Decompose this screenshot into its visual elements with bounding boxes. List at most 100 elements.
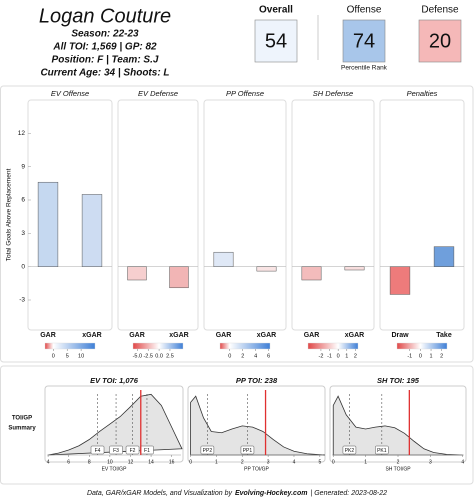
x-tick-label: 3 bbox=[429, 459, 432, 465]
info-line: All TOI: 1,569 | GP: 82 bbox=[52, 42, 157, 53]
rating-value: 20 bbox=[429, 30, 451, 52]
panel-frame bbox=[117, 99, 199, 331]
bar bbox=[81, 194, 103, 267]
panel-frame bbox=[203, 99, 287, 331]
density-curve bbox=[332, 395, 463, 456]
x-tick-label: 4 bbox=[461, 459, 464, 465]
colorbar-tick-label: -5.0 bbox=[133, 353, 142, 359]
panel-title: SH Defense bbox=[313, 89, 353, 98]
footer-site: Evolving-Hockey.com bbox=[235, 490, 308, 497]
x-tick-label: 14 bbox=[148, 459, 154, 465]
reference-label-box bbox=[125, 445, 140, 455]
gar-frame bbox=[0, 85, 474, 363]
colorbar bbox=[132, 342, 184, 350]
panel-title: EV TOI: 1,076 bbox=[90, 376, 139, 385]
x-tick-label: 4 bbox=[47, 459, 50, 465]
category-label: GAR bbox=[129, 332, 145, 339]
panel-title: Penalties bbox=[407, 89, 438, 98]
rating-label: Defense bbox=[421, 5, 459, 16]
x-tick-label: 1 bbox=[215, 459, 218, 465]
info-line: Position: F | Team: S.J bbox=[52, 55, 159, 66]
panel-frame bbox=[44, 385, 184, 463]
info-line: Current Age: 34 | Shoots: L bbox=[40, 68, 169, 79]
colorbar-tick-label: 0.0 bbox=[155, 353, 163, 359]
y-axis-label: Total Goals Above Replacement bbox=[6, 169, 13, 262]
category-label: xGAR bbox=[82, 332, 101, 339]
x-tick-label: 2 bbox=[241, 459, 244, 465]
x-tick-label: 0 bbox=[332, 459, 335, 465]
category-label: xGAR bbox=[169, 332, 188, 339]
panel-frame bbox=[291, 99, 375, 331]
rating-value: 74 bbox=[353, 30, 375, 52]
colorbar-tick-label: 4 bbox=[254, 353, 257, 359]
x-tick-label: 5 bbox=[318, 459, 321, 465]
colorbar-tick-label: 0 bbox=[419, 353, 422, 359]
x-tick-label: 10 bbox=[107, 459, 113, 465]
colorbar-tick-label: 2 bbox=[241, 353, 244, 359]
colorbar-tick-label: -1 bbox=[407, 353, 412, 359]
colorbar-tick-label: 1 bbox=[345, 353, 348, 359]
panel-title: PP TOI: 238 bbox=[236, 376, 278, 385]
density-curve bbox=[48, 393, 183, 456]
reference-label-box bbox=[342, 445, 357, 455]
density-label: Summary bbox=[8, 426, 36, 432]
player-name: Logan Couture bbox=[39, 5, 171, 27]
x-tick-label: 6 bbox=[67, 459, 70, 465]
colorbar-tick-label: 6 bbox=[267, 353, 270, 359]
category-label: GAR bbox=[40, 332, 56, 339]
colorbar-tick-label: 0 bbox=[52, 353, 55, 359]
x-axis-label: EV TOI/GP bbox=[102, 466, 127, 472]
bar bbox=[37, 181, 59, 267]
x-tick-label: 0 bbox=[189, 459, 192, 465]
reference-label-box bbox=[375, 445, 389, 455]
info-line: Season: 22-23 bbox=[71, 29, 139, 40]
x-tick-label: 3 bbox=[267, 459, 270, 465]
x-tick-label: 12 bbox=[128, 459, 134, 465]
panel-title: SH TOI: 195 bbox=[377, 376, 420, 385]
rating-note: Percentile Rank bbox=[341, 65, 388, 72]
density-label: TOI/GP bbox=[12, 416, 32, 422]
category-label: xGAR bbox=[345, 332, 364, 339]
panel-frame bbox=[187, 385, 326, 463]
colorbar-tick-label: -2 bbox=[318, 353, 323, 359]
y-tick-label: -3 bbox=[19, 297, 25, 304]
colorbar-tick-label: 2 bbox=[354, 353, 357, 359]
rating-box bbox=[418, 19, 462, 63]
colorbar-tick-label: 5 bbox=[66, 353, 69, 359]
bar bbox=[301, 266, 322, 281]
reference-label: PP2 bbox=[203, 448, 213, 454]
rating-label: Offense bbox=[347, 5, 382, 16]
colorbar bbox=[307, 342, 359, 350]
x-tick-label: 4 bbox=[293, 459, 296, 465]
bar bbox=[169, 266, 189, 289]
footer-generated: | Generated: 2023-08-22 bbox=[310, 490, 387, 497]
reference-label: F4 bbox=[95, 448, 101, 454]
panel-title: PP Offense bbox=[226, 89, 264, 98]
bar bbox=[344, 266, 365, 271]
bar bbox=[213, 251, 234, 267]
reference-label-box bbox=[90, 445, 105, 455]
y-tick-label: 3 bbox=[21, 230, 25, 237]
colorbar-tick-label: 10 bbox=[78, 353, 84, 359]
bar bbox=[127, 266, 147, 281]
reference-label-box bbox=[240, 445, 255, 455]
panel-frame bbox=[27, 99, 113, 331]
colorbar-tick-label: 1 bbox=[430, 353, 433, 359]
y-tick-label: 6 bbox=[21, 197, 25, 204]
x-tick-label: 1 bbox=[364, 459, 367, 465]
panel-frame bbox=[329, 385, 467, 463]
panel-title: EV Defense bbox=[138, 89, 178, 98]
colorbar bbox=[396, 342, 448, 350]
y-tick-label: 12 bbox=[18, 130, 26, 137]
category-label: Draw bbox=[391, 332, 409, 339]
x-tick-label: 2 bbox=[397, 459, 400, 465]
rating-box bbox=[254, 19, 298, 63]
colorbar-tick-label: 2.5 bbox=[166, 353, 174, 359]
category-label: GAR bbox=[216, 332, 232, 339]
colorbar-tick-label: 0 bbox=[337, 353, 340, 359]
rating-label: Overall bbox=[259, 5, 293, 16]
colorbar bbox=[219, 342, 271, 350]
reference-label: PK2 bbox=[345, 448, 355, 454]
